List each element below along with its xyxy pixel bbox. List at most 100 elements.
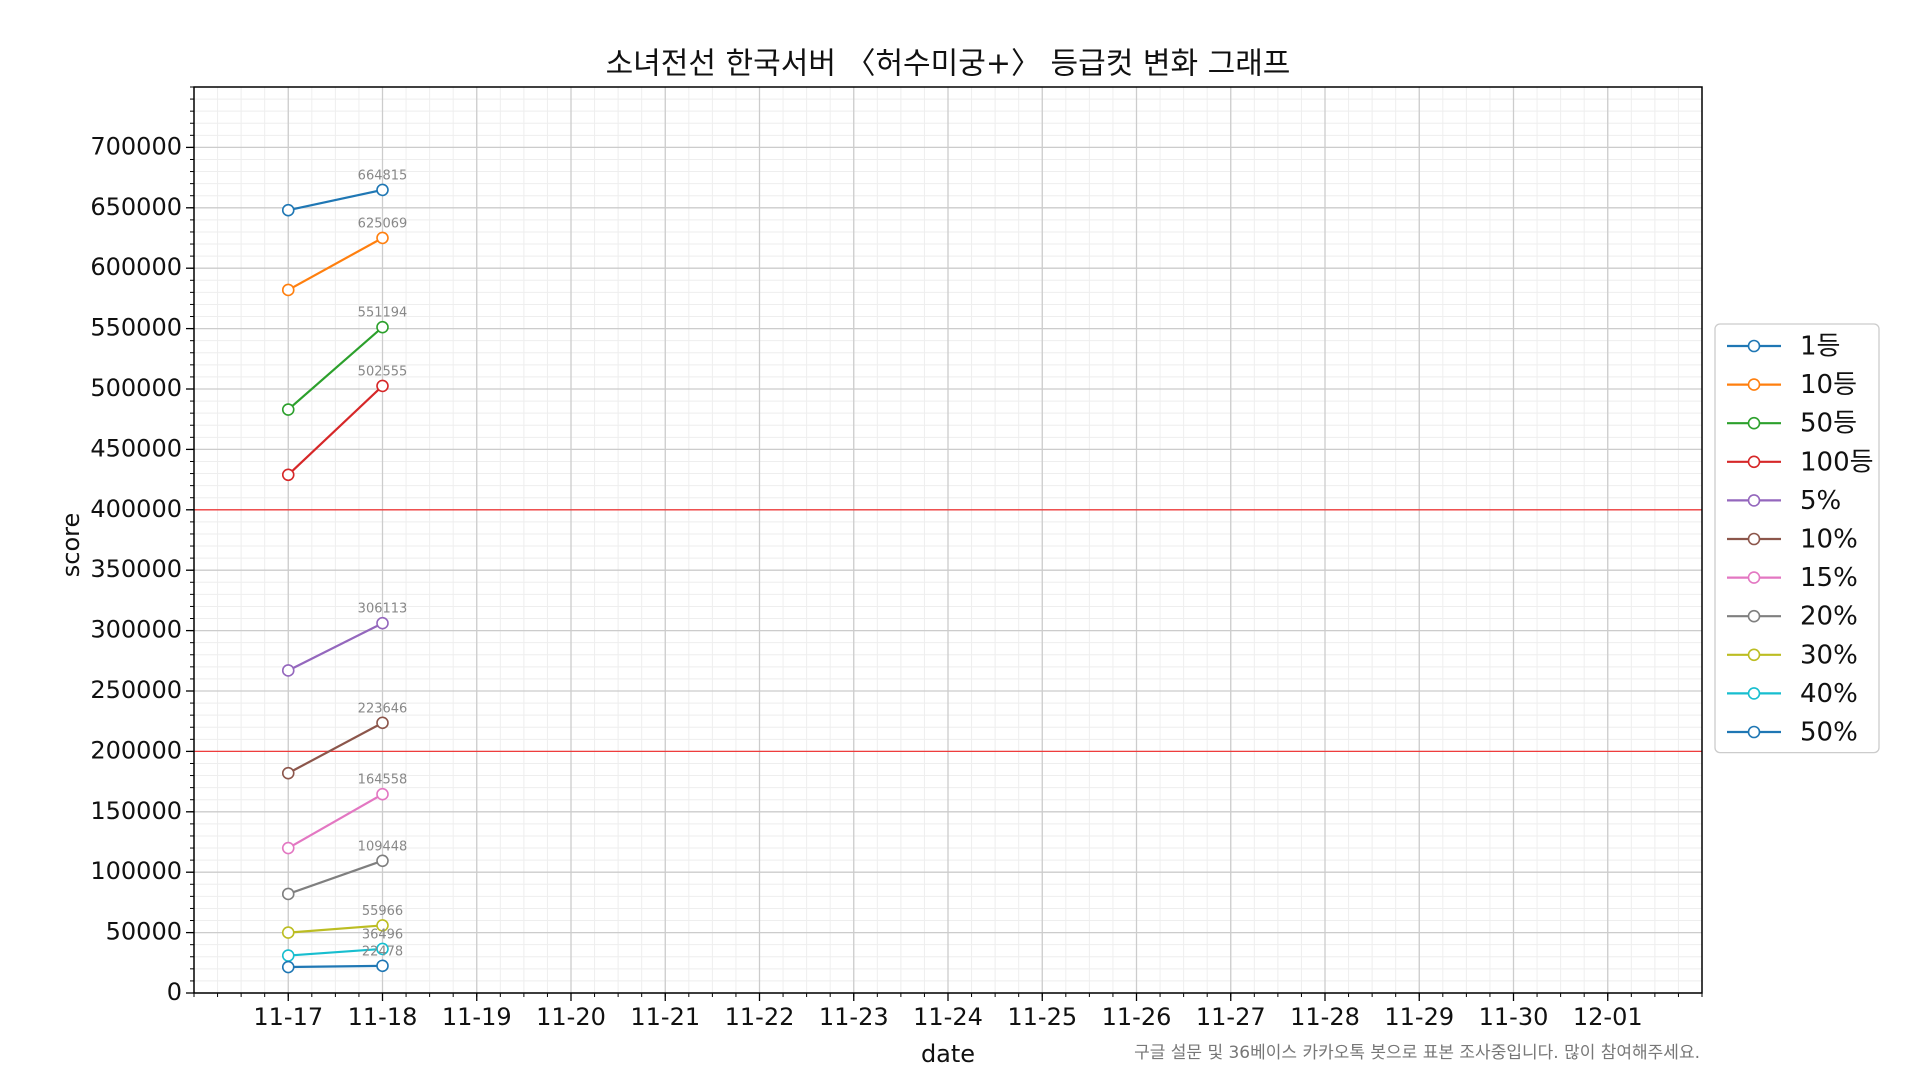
x-tick-label: 11-29 <box>1384 1003 1454 1031</box>
marker <box>376 616 389 630</box>
y-tick-label: 150000 <box>90 797 182 825</box>
y-tick-label: 500000 <box>90 374 182 402</box>
plot-frame <box>193 86 1703 994</box>
series-line <box>288 964 383 969</box>
marker <box>281 664 295 677</box>
marker <box>376 919 389 932</box>
legend-label: 20% <box>1800 602 1858 632</box>
marker <box>281 949 295 962</box>
y-tick-label: 200000 <box>90 736 182 764</box>
y-axis-label: score <box>57 513 85 578</box>
series-line <box>287 236 384 291</box>
legend-marker <box>1747 378 1761 391</box>
marker <box>281 283 295 297</box>
legend-marker <box>1747 339 1761 353</box>
x-tick-label: 11-20 <box>536 1003 606 1031</box>
data-label: 502555 <box>358 364 408 379</box>
series-line <box>287 622 383 672</box>
y-tick-label: 400000 <box>90 495 182 523</box>
legend-marker <box>1747 648 1761 662</box>
data-label: 223646 <box>358 701 408 716</box>
x-tick-label: 11-19 <box>442 1003 512 1031</box>
y-tick-label: 700000 <box>90 132 182 160</box>
legend-marker <box>1747 687 1761 700</box>
series-line <box>287 385 384 476</box>
legend-marker <box>1747 494 1761 507</box>
legend-marker <box>1747 725 1761 739</box>
data-label: 109448 <box>358 839 408 854</box>
y-tick-label: 0 <box>167 978 182 1006</box>
y-tick-label: 300000 <box>90 616 182 644</box>
x-tick-label: 11-21 <box>630 1003 700 1031</box>
series-line <box>287 793 384 849</box>
x-tick-label: 11-24 <box>913 1003 983 1031</box>
y-tick-label: 250000 <box>90 676 182 704</box>
data-label: 55966 <box>362 904 403 919</box>
legend-marker <box>1747 609 1761 623</box>
data-label: 22478 <box>362 944 403 959</box>
y-tick-label: 550000 <box>90 314 182 342</box>
y-tick-label: 50000 <box>106 918 182 946</box>
legend-marker <box>1747 455 1761 469</box>
series-line <box>287 326 384 411</box>
legend-label: 40% <box>1800 679 1858 709</box>
series-line <box>288 188 383 212</box>
data-label: 306113 <box>358 602 408 617</box>
data-label: 551194 <box>358 306 408 321</box>
marker <box>281 403 295 416</box>
marker <box>281 203 295 217</box>
marker <box>376 787 389 801</box>
y-tick-label: 350000 <box>90 555 182 583</box>
legend-label: 30% <box>1800 640 1858 670</box>
legend-label: 1등 <box>1800 332 1840 362</box>
marker <box>376 716 389 730</box>
legend-label: 100등 <box>1800 447 1874 477</box>
x-tick-label: 11-18 <box>348 1003 418 1031</box>
marker <box>376 320 389 334</box>
legend-marker <box>1747 571 1761 584</box>
footnote: 구글 설문 및 36베이스 카카오톡 봇으로 표본 조사중입니다. 많이 참여해… <box>1134 1043 1700 1063</box>
legend-marker <box>1747 532 1761 546</box>
legend-label: 5% <box>1800 486 1841 516</box>
chart-title: 소녀전선 한국서버 〈허수미궁+〉 등급컷 변화 그래프 <box>606 47 1291 82</box>
y-tick-label: 600000 <box>90 253 182 281</box>
marker <box>281 468 295 482</box>
x-tick-label: 11-22 <box>725 1003 795 1031</box>
legend-label: 50등 <box>1800 409 1857 439</box>
x-tick-label: 11-17 <box>253 1003 323 1031</box>
y-tick-label: 650000 <box>90 193 182 221</box>
marker <box>281 887 295 901</box>
x-axis-label: date <box>921 1040 975 1068</box>
y-tick-label: 100000 <box>90 857 182 885</box>
legend-marker <box>1747 416 1761 430</box>
marker <box>376 959 389 973</box>
x-tick-label: 11-28 <box>1290 1003 1360 1031</box>
x-tick-label: 11-26 <box>1102 1003 1172 1031</box>
marker <box>281 841 295 855</box>
series-line <box>288 947 383 957</box>
marker <box>376 379 389 393</box>
y-tick-label: 450000 <box>90 434 182 462</box>
data-label: 36496 <box>362 927 403 942</box>
marker <box>376 942 389 956</box>
marker <box>376 231 389 245</box>
legend-label: 10등 <box>1800 370 1857 400</box>
x-tick-label: 11-30 <box>1479 1003 1549 1031</box>
data-label: 164558 <box>358 773 408 788</box>
legend-label: 15% <box>1800 563 1858 593</box>
legend-label: 10% <box>1800 525 1858 555</box>
marker <box>376 183 389 197</box>
marker <box>376 854 389 868</box>
data-label: 625069 <box>358 216 408 231</box>
x-tick-label: 11-23 <box>819 1003 889 1031</box>
marker <box>281 960 295 974</box>
series-line <box>287 859 383 895</box>
series-line <box>287 721 384 775</box>
x-tick-label: 12-01 <box>1573 1003 1643 1031</box>
x-tick-label: 11-27 <box>1196 1003 1266 1031</box>
legend-label: 50% <box>1800 718 1858 748</box>
data-label: 664815 <box>358 168 408 183</box>
legend-box <box>1714 323 1880 754</box>
